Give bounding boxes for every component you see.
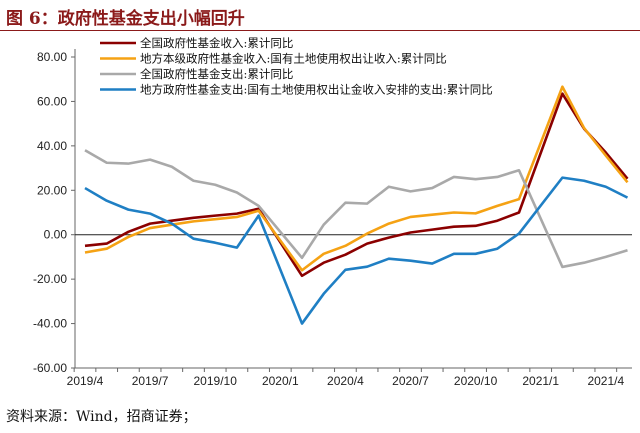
x-tick-label: 2020/4 xyxy=(327,374,364,388)
x-tick-label: 2019/4 xyxy=(67,374,104,388)
legend-label-2: 地方本级政府性基金收入:国有土地使用权出让收入:累计同比 xyxy=(140,52,447,66)
x-tick-label: 2020/1 xyxy=(262,374,299,388)
y-tick-label: -60.00 xyxy=(33,361,67,375)
y-tick-label: 40.00 xyxy=(37,139,67,153)
y-tick-label: -40.00 xyxy=(33,317,67,331)
x-tick-label: 2020/10 xyxy=(454,374,498,388)
x-tick-label: 2020/7 xyxy=(392,374,429,388)
x-tick-label: 2019/10 xyxy=(194,374,238,388)
series-line-1 xyxy=(84,92,629,278)
x-tick-label: 2019/7 xyxy=(132,374,169,388)
y-tick-label: -20.00 xyxy=(33,272,67,286)
title-divider xyxy=(0,30,640,31)
y-tick-label: 80.00 xyxy=(37,50,67,64)
legend-label-1: 全国政府性基金收入:累计同比 xyxy=(140,36,293,50)
y-tick-label: 0.00 xyxy=(44,228,68,242)
x-tick-label: 2021/1 xyxy=(522,374,559,388)
source-note: 资料来源：Wind，招商证券； xyxy=(6,409,197,425)
series-line-3 xyxy=(84,149,628,269)
legend-label-3: 全国政府性基金支出:累计同比 xyxy=(140,67,293,81)
legend-label-4: 地方政府性基金支出:国有土地使用权出让金收入安排的支出:累计同比 xyxy=(140,83,493,97)
figure-title: 图 6：政府性基金支出小幅回升 xyxy=(6,9,245,29)
series-line-2 xyxy=(84,85,629,272)
y-tick-label: 20.00 xyxy=(37,183,67,197)
y-tick-label: 60.00 xyxy=(37,94,67,108)
x-tick-label: 2021/4 xyxy=(587,374,624,388)
series-line-4 xyxy=(84,176,629,325)
